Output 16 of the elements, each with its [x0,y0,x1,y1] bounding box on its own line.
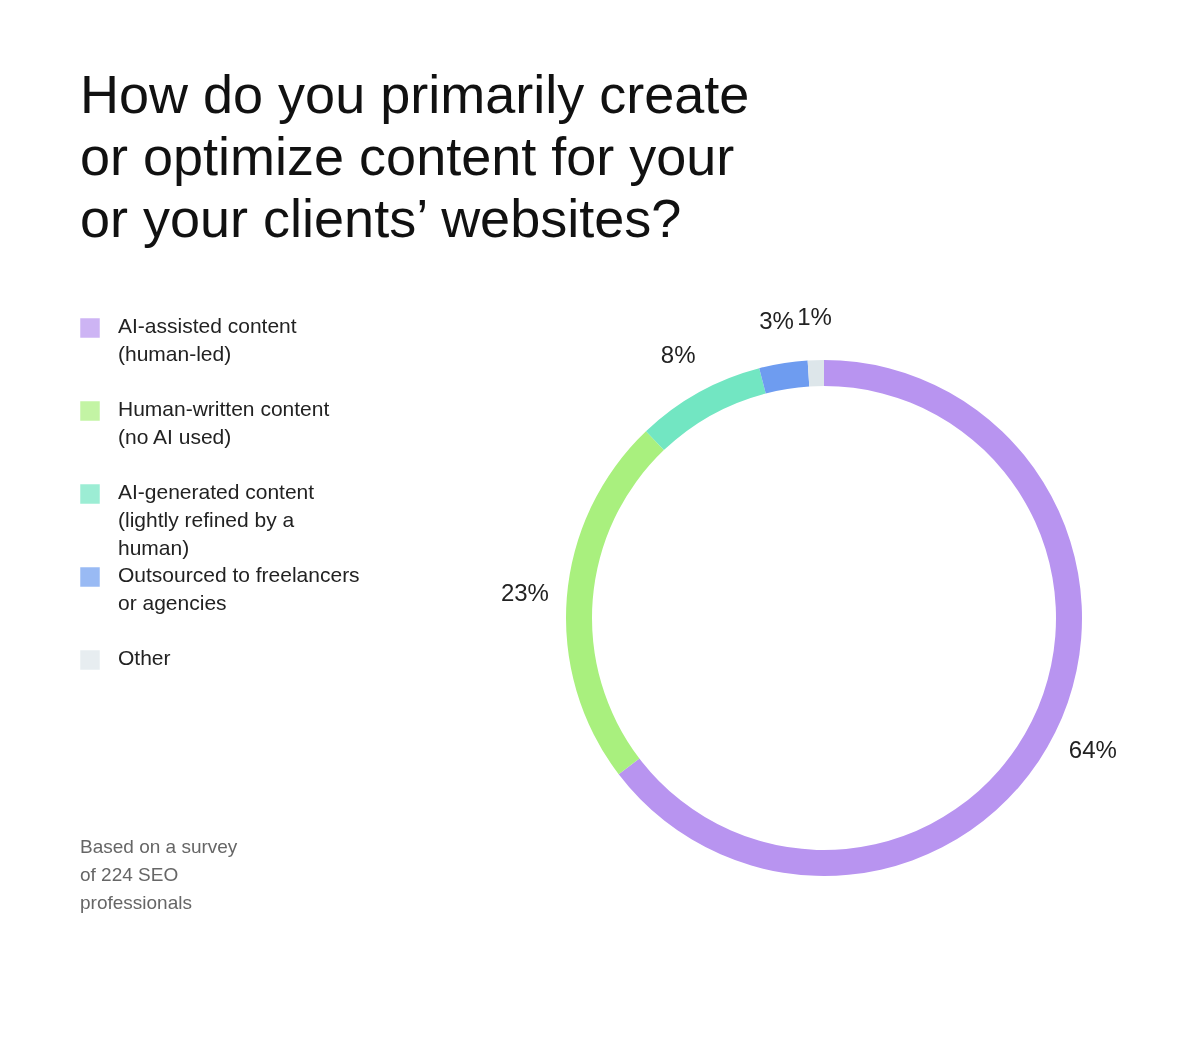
text: Based on a survey of 224 SEO professionals [80,836,238,913]
data-label: 23% [500,579,549,607]
donut-slice [807,360,824,387]
data-label: 8% [660,340,696,368]
legend-label: AI-generated content (lightly refined by a human) [118,480,315,559]
donut-slice [566,431,664,775]
donut-slice [645,368,766,451]
legend-label: Human-written content (no AI used) [118,397,330,448]
data-label: 1% [797,303,832,331]
chart-title: How do you primarily create or optimize content for your or your clients’ websites? [80,64,750,248]
data-label: 3% [759,306,794,334]
donut-slice [759,360,810,394]
legend-label: AI-assisted content (human-led) [118,314,297,365]
legend-label: Outsourced to freelancers or agencies [118,563,360,614]
legend-label: Other [118,646,171,669]
data-label: 64% [1068,736,1117,764]
